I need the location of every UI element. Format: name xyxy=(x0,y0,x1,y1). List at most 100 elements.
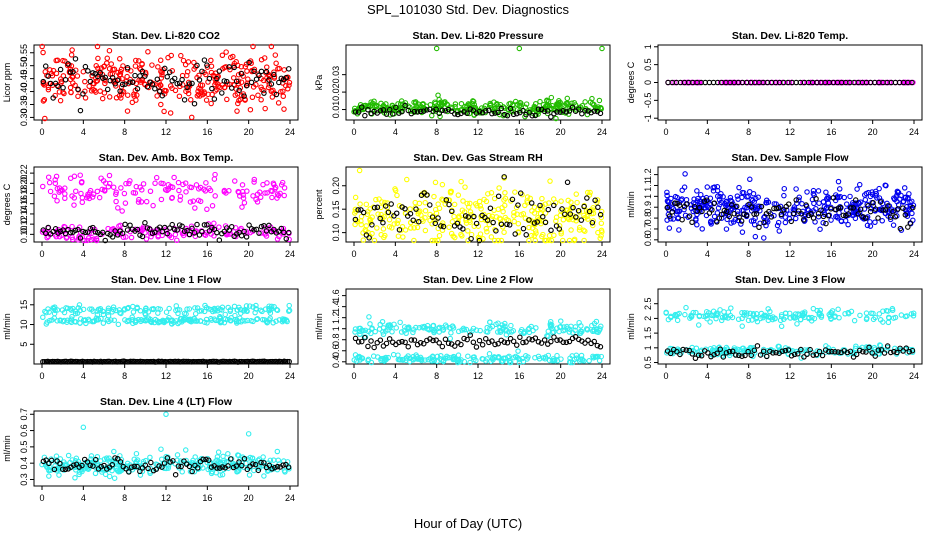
hourly-point xyxy=(100,75,106,81)
data-point xyxy=(57,97,64,104)
data-point xyxy=(568,227,574,233)
data-point xyxy=(595,229,601,236)
data-point xyxy=(582,228,588,234)
hourly-point xyxy=(219,464,226,470)
data-point xyxy=(54,318,60,324)
hourly-point xyxy=(458,341,464,348)
data-point xyxy=(586,358,592,364)
data-point xyxy=(123,234,129,240)
hourly-point xyxy=(383,111,390,117)
data-point xyxy=(367,216,374,223)
hourly-point xyxy=(517,334,523,341)
data-point xyxy=(707,219,714,226)
data-point xyxy=(407,206,413,212)
hourly-point xyxy=(788,353,795,359)
hourly-point xyxy=(159,92,166,99)
hourly-point xyxy=(566,108,573,114)
hourly-point xyxy=(90,224,96,231)
hourly-point xyxy=(526,109,532,116)
data-point xyxy=(273,60,279,67)
data-point xyxy=(281,185,288,191)
hourly-point xyxy=(365,343,371,350)
data-point xyxy=(387,324,393,331)
data-point xyxy=(402,227,409,233)
data-point xyxy=(496,354,502,361)
data-point xyxy=(62,191,68,197)
hourly-point xyxy=(664,204,670,211)
hourly-point xyxy=(380,107,387,113)
hourly-point xyxy=(211,226,218,232)
x-tick-label: 24 xyxy=(909,371,919,381)
data-point xyxy=(508,322,514,329)
panel-title: Stan. Dev. Sample Flow xyxy=(731,152,849,164)
hourly-point xyxy=(676,202,683,208)
hourly-point xyxy=(246,222,252,228)
hourly-point xyxy=(429,214,436,220)
hourly-point xyxy=(355,207,361,213)
x-tick-label: 4 xyxy=(81,493,86,503)
hourly-point xyxy=(489,338,495,344)
hourly-points xyxy=(664,195,916,232)
data-point xyxy=(753,79,760,86)
data-point xyxy=(131,93,137,99)
hourly-point xyxy=(214,465,220,471)
data-point xyxy=(774,222,781,229)
data-point xyxy=(548,94,555,101)
y-tick-label: 0.7 xyxy=(19,408,29,421)
data-point xyxy=(429,112,435,119)
data-point xyxy=(74,73,81,79)
data-point xyxy=(781,192,787,199)
data-point xyxy=(388,212,394,218)
hourly-point xyxy=(473,344,480,350)
data-point xyxy=(435,201,441,207)
data-point xyxy=(432,237,438,244)
y-tick-label: 0.16 xyxy=(19,195,29,213)
data-point xyxy=(244,188,250,194)
hourly-point xyxy=(417,339,424,346)
data-point xyxy=(804,189,810,195)
data-point xyxy=(125,305,131,312)
data-point xyxy=(480,356,486,362)
data-point xyxy=(399,223,406,230)
hourly-point xyxy=(358,207,364,213)
data-point xyxy=(598,220,605,227)
data-point xyxy=(121,190,128,197)
data-point xyxy=(257,189,263,195)
data-point xyxy=(458,100,465,107)
hourly-points xyxy=(352,102,604,120)
hourly-point xyxy=(60,227,66,233)
data-point xyxy=(488,190,495,196)
hourly-point xyxy=(905,224,911,230)
hourly-point xyxy=(377,108,384,114)
x-tick-label: 12 xyxy=(785,249,795,259)
data-point xyxy=(61,317,67,324)
hourly-point xyxy=(669,209,675,215)
hourly-point xyxy=(560,108,566,114)
hourly-point xyxy=(793,197,799,203)
hourly-point xyxy=(51,466,58,473)
data-point xyxy=(155,64,161,70)
x-tick-label: 4 xyxy=(81,127,86,137)
data-point xyxy=(395,233,402,239)
data-point xyxy=(442,322,449,328)
hourly-point xyxy=(204,222,210,228)
hourly-point xyxy=(490,219,496,226)
hourly-point xyxy=(102,237,108,244)
hourly-point xyxy=(433,106,439,113)
data-point xyxy=(801,314,808,320)
data-point xyxy=(836,315,842,321)
x-tick-label: 24 xyxy=(909,249,919,259)
hourly-point xyxy=(117,88,123,94)
hourly-point xyxy=(768,214,775,220)
data-point xyxy=(867,223,874,229)
data-point xyxy=(96,194,103,201)
hourly-point xyxy=(172,471,179,478)
hourly-point xyxy=(40,78,46,85)
data-point xyxy=(43,309,49,316)
data-point xyxy=(845,309,851,316)
hourly-point xyxy=(128,464,135,470)
data-point xyxy=(681,206,687,213)
x-tick-label: 24 xyxy=(597,127,607,137)
data-point xyxy=(852,200,858,206)
data-point xyxy=(254,316,261,322)
